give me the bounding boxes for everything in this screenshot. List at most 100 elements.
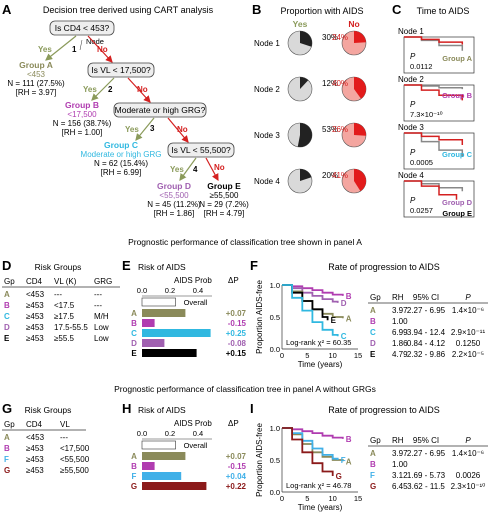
rh-table-group: D: [370, 339, 376, 348]
table-group-cell: B: [4, 301, 10, 310]
rh-table-header: Gp: [370, 293, 381, 302]
rh-table-header: 95% CI: [413, 436, 439, 445]
km-small-p-label: P: [410, 148, 416, 157]
bar-rect: [142, 482, 207, 490]
km-curve-label: A: [346, 457, 352, 466]
panel-a-title: Decision tree derived using CART analysi…: [43, 5, 214, 15]
rh-table-cell: 1.69 - 5.73: [407, 471, 446, 480]
panel-letter-b: B: [252, 2, 261, 17]
rh-table-group: E: [370, 350, 376, 359]
bar-dp-value: +0.22: [226, 482, 247, 491]
no-label-3: No: [177, 125, 188, 134]
km-xtick: 0: [280, 351, 284, 360]
km-logrank: Log-rank χ² = 60.35: [286, 338, 351, 347]
bar-dp-value: +0.25: [226, 329, 247, 338]
bar-group-label: C: [131, 329, 137, 338]
panel-letter-a: A: [2, 2, 12, 17]
rh-table-cell: 0.84 - 4.12: [407, 339, 446, 348]
table-cell: ---: [94, 301, 102, 310]
rh-table-group: A: [370, 449, 376, 458]
pie-row-label: Node 3: [254, 131, 280, 140]
bar-sub-label: AIDS Prob: [174, 419, 212, 428]
branch-yes-4: [179, 157, 197, 181]
bar-group-label: A: [131, 452, 137, 461]
km-xtick: 10: [328, 494, 336, 503]
bar-dp-header: ΔP: [228, 276, 239, 285]
pie-yes-value: 30%: [322, 33, 338, 42]
pie-no-slice: [354, 123, 367, 136]
km-logrank: Log-rank χ² = 46.78: [286, 481, 351, 490]
pie-yes-value: 20%: [322, 171, 338, 180]
rh-table-cell: 2.9×10⁻¹¹: [451, 328, 486, 337]
km-ytick: 0.0: [270, 488, 280, 497]
table-group-cell: D: [4, 323, 10, 332]
km-xlabel: Time (years): [298, 360, 343, 369]
group-b-crit: <17,500: [67, 110, 97, 119]
group-b-name: Group B: [65, 100, 99, 110]
bar-group-label: D: [131, 339, 137, 348]
bar-rect: [142, 462, 155, 470]
km-curve-label: A: [346, 314, 352, 323]
bar-group-label: G: [131, 482, 137, 491]
km-small-curve-red: [404, 36, 464, 45]
pie-no-value: 24%: [332, 33, 348, 42]
pie-row-label: Node 1: [254, 39, 280, 48]
bar-tick-label: 0.4: [193, 286, 203, 295]
bar-dp-value: +0.07: [226, 452, 247, 461]
rh-table-cell: 1.86: [392, 339, 408, 348]
pie-no-slice: [354, 77, 366, 99]
table-header-cell: Gp: [4, 420, 15, 429]
question-4-text: Is VL < 55,500?: [171, 145, 231, 155]
km-ytick: 0.5: [270, 456, 280, 465]
table-header-cell: VL (K): [54, 277, 77, 286]
km-plot-f: Proportion AIDS-free 0.0 0.5 1.0 0 5 10 15 Time …: [255, 280, 362, 369]
bar-rect: [142, 329, 211, 337]
km-small-curve-red: [404, 84, 464, 101]
table-cell: M/H: [94, 312, 109, 321]
rh-table-cell: 0.1250: [456, 339, 481, 348]
pie-no-slice: [354, 31, 366, 43]
yes-label-1: Yes: [38, 45, 52, 54]
rh-table-cell: 3.97: [392, 449, 408, 458]
pie-row-label: Node 2: [254, 85, 280, 94]
rh-table-cell: 3.97: [392, 306, 408, 315]
km-small-curve-red: [404, 132, 464, 145]
table-group-cell: E: [4, 334, 10, 343]
km-plot-i: Proportion AIDS-free 0.0 0.5 1.0 0 5 10 15 Time …: [255, 423, 362, 512]
pie-no-value: 41%: [332, 171, 348, 180]
km-small-p-label: P: [410, 196, 416, 205]
km-ytick: 1.0: [270, 424, 280, 433]
table-cell: ≥453: [26, 444, 44, 453]
table-cell: ≥453: [26, 312, 44, 321]
table-cell: ≥55,500: [60, 466, 89, 475]
bar-dp-value: +0.04: [226, 472, 247, 481]
branch-yes-1: [45, 35, 77, 61]
table-cell: <17.5: [54, 301, 75, 310]
table-group-cell: B: [4, 444, 10, 453]
no-label-2: No: [137, 85, 148, 94]
bar-overall-label: Overall: [184, 441, 208, 450]
table-group-cell: A: [4, 290, 10, 299]
km-small-group-red: Group E: [442, 209, 472, 218]
pie-chart-group: Node 1 30%24% Node 2 12%40% Node 3 53%26% Node…: [254, 30, 367, 194]
panel-e-title: Risk of AIDS: [138, 262, 186, 272]
km-small-group-gray: Group A: [442, 54, 472, 63]
km-xtick: 15: [354, 494, 362, 503]
branch-no-1: [87, 35, 113, 63]
bar-group-label: B: [131, 319, 137, 328]
rh-table-cell: 2.27 - 6.95: [407, 449, 446, 458]
group-d-n: N = 45 (11.2%): [147, 200, 201, 209]
table-cell: ≥17.5: [54, 312, 75, 321]
no-label-1: No: [97, 45, 108, 54]
question-box-1: [49, 20, 115, 36]
group-a-name: Group A: [19, 60, 53, 70]
rh-table-group: A: [370, 306, 376, 315]
panel-c-title: Time to AIDS: [417, 6, 470, 16]
km-xtick: 5: [305, 494, 309, 503]
pie-yes-slice: [300, 77, 309, 89]
km-ytick: 0.0: [270, 345, 280, 354]
group-e-rh: [RH = 4.79]: [204, 209, 245, 218]
km-small-p-value: 0.0257: [410, 206, 433, 215]
